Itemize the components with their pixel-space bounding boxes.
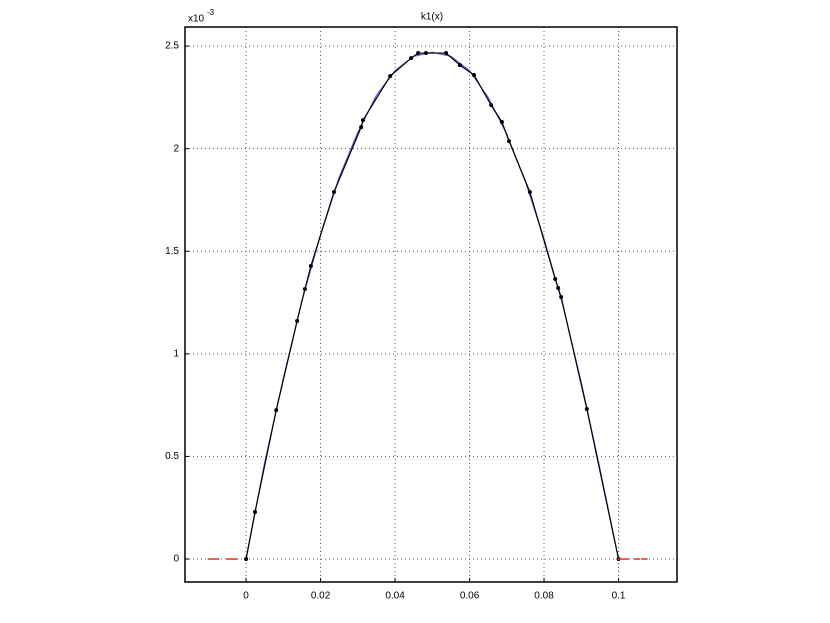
- y-tick-label: 1.5: [165, 246, 179, 257]
- y-tick-label: 1: [173, 348, 179, 359]
- point-marker: [244, 557, 249, 562]
- point-marker: [423, 51, 428, 56]
- point-marker: [274, 408, 279, 413]
- point-marker: [507, 139, 512, 144]
- series-line: [245, 52, 620, 560]
- y-tick-label: 2: [173, 143, 179, 154]
- point-marker: [556, 285, 561, 290]
- y-tick-label: 0.5: [165, 451, 179, 462]
- point-marker: [489, 103, 494, 108]
- point-marker: [295, 319, 300, 324]
- point-marker: [331, 189, 336, 194]
- x-tick-label: 0.1: [612, 591, 626, 602]
- y-tick-label: 2.5: [165, 41, 179, 52]
- x-tick-label: 0: [243, 591, 249, 602]
- point-marker: [559, 295, 564, 300]
- chart-title: k1(x): [421, 12, 443, 23]
- point-marker: [444, 51, 449, 56]
- x-tick-label: 0.04: [385, 591, 405, 602]
- x-tick-label: 0.02: [311, 591, 331, 602]
- point-marker: [527, 189, 532, 194]
- point-marker: [584, 407, 589, 412]
- point-marker: [302, 287, 307, 292]
- point-marker: [553, 276, 558, 281]
- point-marker: [409, 56, 414, 61]
- point-marker: [253, 510, 258, 515]
- y-multiplier-power: -3: [207, 8, 215, 17]
- point-marker: [308, 264, 313, 269]
- point-marker: [472, 73, 477, 78]
- point-marker: [416, 51, 421, 56]
- point-marker: [361, 118, 366, 123]
- y-multiplier-base: x10: [188, 14, 205, 25]
- y-tick-label: 0: [173, 554, 179, 565]
- point-marker: [388, 74, 393, 79]
- x-tick-label: 0.06: [460, 591, 480, 602]
- point-marker: [457, 63, 462, 68]
- x-tick-label: 0.08: [534, 591, 554, 602]
- point-marker: [359, 125, 364, 130]
- plot-frame: [184, 26, 678, 583]
- point-marker: [499, 119, 504, 124]
